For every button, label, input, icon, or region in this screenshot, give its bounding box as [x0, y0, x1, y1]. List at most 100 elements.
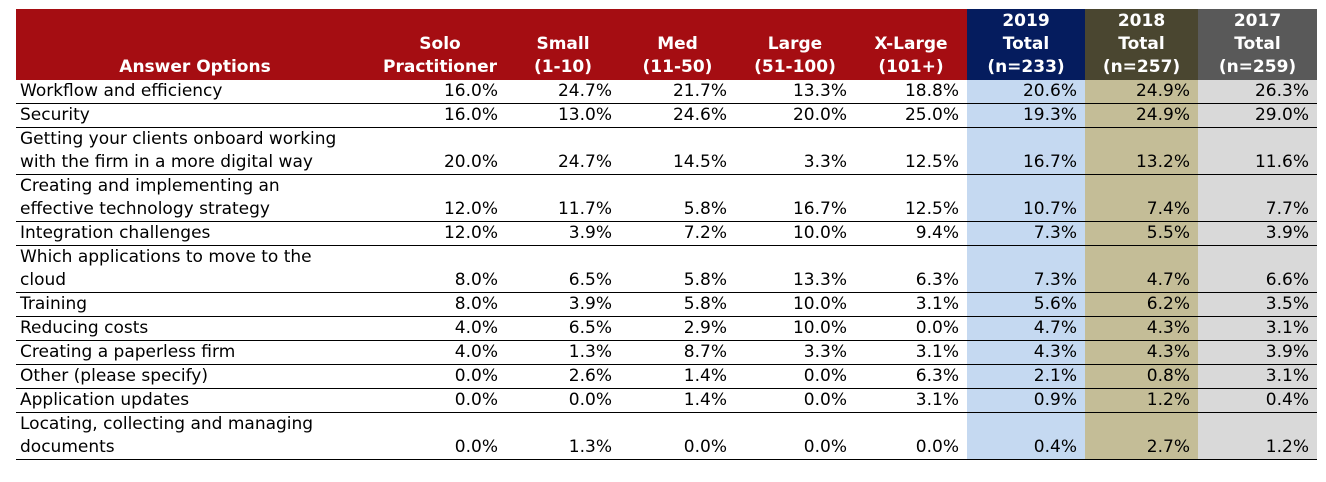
answer-option-text: Creating and implementing an	[20, 176, 280, 196]
answer-option-text: Locating, collecting and managing	[20, 414, 314, 434]
answer-option-cell: Security	[16, 103, 374, 128]
answer-option-text: with the firm in a more digital way	[20, 152, 313, 172]
answer-option-cell: Workflow and efficiency	[16, 80, 374, 104]
answer-option-cell: Other (please specify)	[16, 364, 374, 389]
table-row: Integration challenges 12.0% 3.9% 7.2% 10.0%…	[16, 221, 1317, 246]
value-cell-med: 21.7%	[620, 80, 735, 104]
value-cell-small: 24.7%	[506, 127, 620, 175]
value-cell-med: 7.2%	[620, 221, 735, 246]
value-cell-xlarge: 0.0%	[855, 412, 967, 460]
value-cell-xlarge: 9.4%	[855, 221, 967, 246]
value-cell-solo: 0.0%	[374, 364, 506, 389]
value-cell-small: 0.0%	[506, 388, 620, 413]
answer-option-text: Workflow and efficiency	[20, 81, 223, 101]
value-cell-xlarge: 3.1%	[855, 388, 967, 413]
value-cell-xlarge: 6.3%	[855, 364, 967, 389]
value-cell-solo: 16.0%	[374, 103, 506, 128]
value-cell-xlarge: 3.1%	[855, 292, 967, 317]
value-cell-xlarge: 18.8%	[855, 80, 967, 104]
value-cell-large: 0.0%	[735, 412, 855, 460]
value-cell-t2017: 3.1%	[1198, 364, 1317, 389]
survey-results-table: Answer Options Solo Practitioner Small (1-10…	[16, 9, 1317, 460]
value-cell-med: 8.7%	[620, 340, 735, 365]
value-cell-t2017: 7.7%	[1198, 174, 1317, 222]
value-cell-t2017: 1.2%	[1198, 412, 1317, 460]
value-cell-t2017: 11.6%	[1198, 127, 1317, 175]
value-cell-t2019: 10.7%	[967, 174, 1085, 222]
value-cell-large: 3.3%	[735, 340, 855, 365]
value-cell-med: 1.4%	[620, 388, 735, 413]
value-cell-t2017: 3.9%	[1198, 340, 1317, 365]
value-cell-med: 24.6%	[620, 103, 735, 128]
column-header-text: Total	[1002, 34, 1050, 54]
column-header-option: Answer Options	[16, 9, 374, 80]
answer-option-cell: Locating, collecting and managing documen…	[16, 412, 374, 460]
column-header-text: Solo	[419, 34, 461, 54]
value-cell-solo: 0.0%	[374, 388, 506, 413]
value-cell-small: 1.3%	[506, 412, 620, 460]
value-cell-t2019: 4.7%	[967, 316, 1085, 341]
column-header-text: (11-50)	[642, 57, 713, 77]
value-cell-small: 6.5%	[506, 316, 620, 341]
answer-option-text: Security	[20, 105, 90, 125]
value-cell-t2017: 6.6%	[1198, 245, 1317, 293]
value-cell-t2018: 0.8%	[1085, 364, 1198, 389]
value-cell-xlarge: 3.1%	[855, 340, 967, 365]
column-header-text: (1-10)	[533, 57, 593, 77]
column-header-t2017: 2017 Total (n=259)	[1198, 9, 1317, 80]
value-cell-t2019: 2.1%	[967, 364, 1085, 389]
value-cell-large: 10.0%	[735, 221, 855, 246]
value-cell-t2018: 1.2%	[1085, 388, 1198, 413]
table-row: Getting your clients onboard working with…	[16, 127, 1317, 175]
value-cell-large: 10.0%	[735, 316, 855, 341]
column-header-large: Large (51-100)	[735, 9, 855, 80]
value-cell-t2019: 5.6%	[967, 292, 1085, 317]
answer-option-cell: Creating and implementing an effective te…	[16, 174, 374, 222]
answer-option-text: documents	[20, 437, 115, 457]
column-header-text: Practitioner	[383, 57, 497, 77]
value-cell-large: 10.0%	[735, 292, 855, 317]
value-cell-solo: 0.0%	[374, 412, 506, 460]
column-header-t2019: 2019 Total (n=233)	[967, 9, 1085, 80]
value-cell-t2018: 5.5%	[1085, 221, 1198, 246]
value-cell-small: 3.9%	[506, 221, 620, 246]
value-cell-xlarge: 6.3%	[855, 245, 967, 293]
answer-option-text: Other (please specify)	[20, 366, 208, 386]
column-header-text: Small	[536, 34, 590, 54]
header-row: Answer Options Solo Practitioner Small (1-10…	[16, 9, 1317, 80]
value-cell-solo: 20.0%	[374, 127, 506, 175]
value-cell-t2018: 6.2%	[1085, 292, 1198, 317]
table-row: Workflow and efficiency 16.0% 24.7% 21.7% 13…	[16, 80, 1317, 104]
answer-option-cell: Getting your clients onboard working with…	[16, 127, 374, 175]
table-row: Creating and implementing an effective te…	[16, 174, 1317, 222]
value-cell-t2017: 0.4%	[1198, 388, 1317, 413]
value-cell-t2017: 3.5%	[1198, 292, 1317, 317]
column-header-text: 2018	[1117, 11, 1166, 31]
value-cell-med: 1.4%	[620, 364, 735, 389]
value-cell-med: 5.8%	[620, 245, 735, 293]
answer-option-text: Which applications to move to the	[20, 247, 312, 267]
value-cell-t2019: 19.3%	[967, 103, 1085, 128]
column-header-t2018: 2018 Total (n=257)	[1085, 9, 1198, 80]
answer-option-cell: Creating a paperless firm	[16, 340, 374, 365]
column-header-text: Med	[657, 34, 698, 54]
value-cell-small: 6.5%	[506, 245, 620, 293]
column-header-text: (n=233)	[987, 57, 1065, 77]
column-header-text: Total	[1118, 34, 1165, 54]
value-cell-xlarge: 0.0%	[855, 316, 967, 341]
value-cell-xlarge: 12.5%	[855, 127, 967, 175]
column-header-text: (101+)	[878, 57, 944, 77]
answer-option-text: Application updates	[20, 390, 190, 410]
answer-option-cell: Application updates	[16, 388, 374, 413]
column-header-text: 2019	[1002, 11, 1050, 31]
column-header-text: Answer Options	[119, 57, 271, 77]
value-cell-xlarge: 25.0%	[855, 103, 967, 128]
value-cell-t2018: 2.7%	[1085, 412, 1198, 460]
value-cell-large: 20.0%	[735, 103, 855, 128]
value-cell-small: 11.7%	[506, 174, 620, 222]
column-header-text: Large	[767, 34, 823, 54]
value-cell-solo: 4.0%	[374, 340, 506, 365]
column-header-text: X-Large	[874, 34, 948, 54]
value-cell-t2018: 7.4%	[1085, 174, 1198, 222]
table-row: Which applications to move to the cloud 8.…	[16, 245, 1317, 293]
